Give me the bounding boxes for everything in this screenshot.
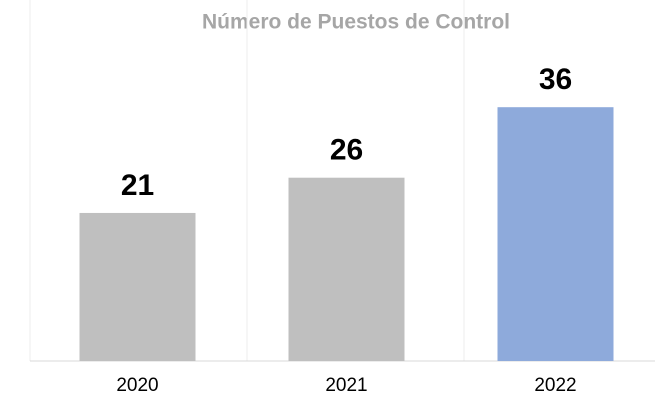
x-tick-label: 2021 [325,375,367,396]
data-label: 21 [121,169,154,202]
bar [497,107,614,361]
bar [288,177,405,361]
x-tick-label: 2022 [534,375,576,396]
x-tick-label: 2020 [116,375,158,396]
data-label: 26 [330,134,363,167]
bar [79,212,196,361]
data-label: 36 [539,63,572,96]
chart-title: Número de Puestos de Control [202,11,510,34]
